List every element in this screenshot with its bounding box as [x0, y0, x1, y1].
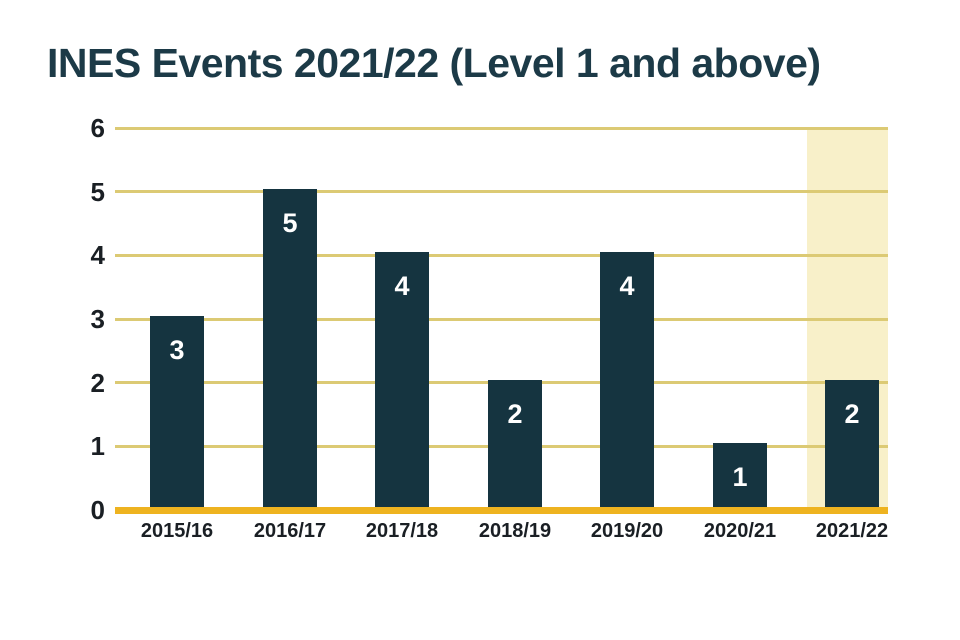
gridline-y-3	[115, 318, 888, 321]
bar-value-label-2019-20: 4	[619, 271, 635, 301]
chart-title: INES Events 2021/22 (Level 1 and above)	[47, 40, 821, 86]
x-tick-label-2020-21: 2020/21	[703, 520, 777, 542]
x-tick-label-2016-17: 2016/17	[253, 520, 327, 542]
bar-value-label-2020-21: 1	[732, 462, 748, 492]
x-tick-label-2018-19: 2018/19	[478, 520, 552, 542]
x-tick-label-2021-22: 2021/22	[815, 520, 889, 542]
bar-2015-16: 3	[150, 316, 204, 507]
bar-value-label-2018-19: 2	[507, 399, 523, 429]
bar-2017-18: 4	[375, 252, 429, 507]
gridline-y-4	[115, 254, 888, 257]
x-axis-line	[115, 507, 888, 514]
y-tick-label-2: 2	[90, 368, 105, 398]
bar-value-label-2021-22: 2	[844, 399, 860, 429]
bar-2021-22: 2	[825, 380, 879, 507]
y-tick-label-1: 1	[90, 431, 105, 461]
bar-2018-19: 2	[488, 380, 542, 507]
gridline-y-5	[115, 190, 888, 193]
bar-value-label-2015-16: 3	[169, 335, 185, 365]
bar-2019-20: 4	[600, 252, 654, 507]
bar-value-label-2017-18: 4	[394, 271, 410, 301]
y-tick-label-4: 4	[90, 240, 105, 270]
bar-value-label-2016-17: 5	[282, 208, 298, 238]
bar-2020-21: 1	[713, 443, 767, 507]
x-tick-label-2015-16: 2015/16	[140, 520, 214, 542]
y-tick-label-3: 3	[90, 304, 105, 334]
gridline-y-6	[115, 127, 888, 130]
y-tick-label-6: 6	[90, 113, 105, 143]
x-tick-label-2017-18: 2017/18	[365, 520, 439, 542]
y-tick-label-5: 5	[90, 177, 105, 207]
x-tick-label-2019-20: 2019/20	[590, 520, 664, 542]
bar-2016-17: 5	[263, 189, 317, 507]
y-tick-label-0: 0	[90, 495, 105, 525]
